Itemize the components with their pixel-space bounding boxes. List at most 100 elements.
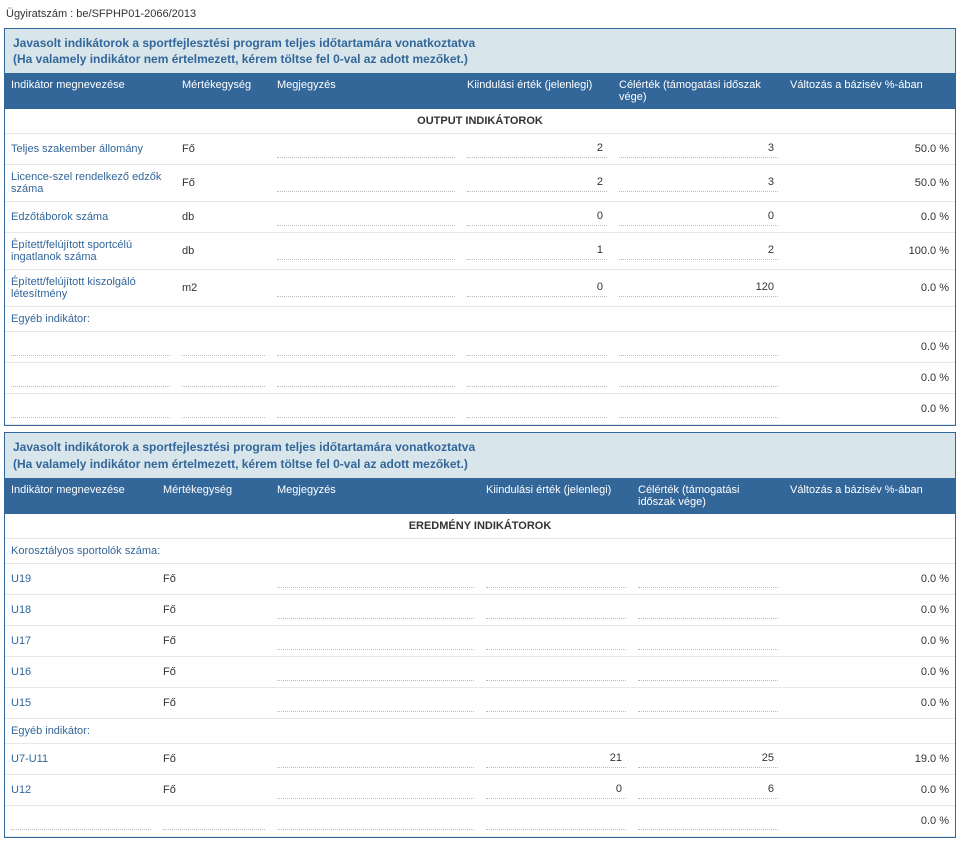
note-field[interactable] (277, 279, 455, 297)
table-row: U17Fő0.0 % (5, 625, 955, 656)
row-unit: Fő (157, 774, 271, 805)
pct-cell: 0.0 % (784, 363, 955, 394)
col-end: Célérték (támogatási időszak vége) (613, 73, 784, 109)
note-field[interactable] (277, 781, 474, 799)
output-subheader: OUTPUT INDIKÁTOROK (5, 109, 955, 134)
pct-cell: 0.0 % (784, 563, 955, 594)
row-unit: Fő (157, 563, 271, 594)
table-row: Épített/felújított kiszolgáló létesítmén… (5, 270, 955, 307)
label-field[interactable] (11, 812, 151, 830)
row-unit: Fő (157, 594, 271, 625)
pct-cell: 0.0 % (784, 687, 955, 718)
age-label: Korosztályos sportolók száma: (5, 538, 955, 563)
start-field[interactable] (486, 663, 626, 681)
note-field[interactable] (277, 663, 474, 681)
row-label: U18 (5, 594, 157, 625)
label-field[interactable] (11, 400, 170, 418)
end-field[interactable] (638, 632, 778, 650)
other-label: Egyéb indikátor: (5, 718, 955, 743)
unit-field[interactable] (182, 369, 265, 387)
pct-cell: 100.0 % (784, 233, 955, 270)
start-field[interactable]: 0 (467, 208, 607, 226)
col-indicator: Indikátor megnevezése (5, 478, 157, 514)
col-note: Megjegyzés (271, 73, 461, 109)
pct-cell: 0.0 % (784, 656, 955, 687)
end-field[interactable]: 120 (619, 279, 778, 297)
col-note: Megjegyzés (271, 478, 480, 514)
note-field[interactable] (277, 601, 474, 619)
start-field[interactable]: 0 (467, 279, 607, 297)
note-field[interactable] (277, 242, 455, 260)
start-field[interactable] (486, 601, 626, 619)
start-field[interactable]: 0 (486, 781, 626, 799)
document-number: Ügyiratszám : be/SFPHP01-2066/2013 (6, 8, 956, 20)
start-field[interactable] (486, 812, 626, 830)
section-output-indicators: Javasolt indikátorok a sportfejlesztési … (4, 28, 956, 426)
pct-cell: 0.0 % (784, 625, 955, 656)
table-row: Épített/felújított sportcélú ingatlanok … (5, 233, 955, 270)
label-field[interactable] (11, 338, 170, 356)
section-result-indicators: Javasolt indikátorok a sportfejlesztési … (4, 432, 956, 837)
start-field[interactable] (467, 338, 607, 356)
start-field[interactable]: 1 (467, 242, 607, 260)
end-field[interactable] (619, 338, 778, 356)
end-field[interactable]: 0 (619, 208, 778, 226)
end-field[interactable]: 3 (619, 174, 778, 192)
pct-cell: 0.0 % (784, 270, 955, 307)
col-end: Célérték (támogatási időszak vége) (632, 478, 784, 514)
output-table: Indikátor megnevezése Mértékegység Megje… (5, 73, 955, 425)
table-row: 0.0 % (5, 363, 955, 394)
end-field[interactable] (638, 694, 778, 712)
table-row: 0.0 % (5, 332, 955, 363)
unit-field[interactable] (182, 400, 265, 418)
note-field[interactable] (277, 694, 474, 712)
start-field[interactable] (486, 570, 626, 588)
note-field[interactable] (277, 632, 474, 650)
section2-subtitle: (Ha valamely indikátor nem értelmezett, … (13, 456, 947, 472)
note-field[interactable] (277, 369, 455, 387)
pct-cell: 19.0 % (784, 743, 955, 774)
end-field[interactable]: 3 (619, 140, 778, 158)
note-field[interactable] (277, 400, 455, 418)
end-field[interactable] (638, 663, 778, 681)
start-field[interactable]: 2 (467, 140, 607, 158)
end-field[interactable] (619, 369, 778, 387)
end-field[interactable]: 2 (619, 242, 778, 260)
table-header-row: Indikátor megnevezése Mértékegység Megje… (5, 73, 955, 109)
start-field[interactable] (486, 694, 626, 712)
table-row: 0.0 % (5, 394, 955, 425)
start-field[interactable]: 2 (467, 174, 607, 192)
note-field[interactable] (277, 812, 474, 830)
start-field[interactable] (486, 632, 626, 650)
label-field[interactable] (11, 369, 170, 387)
section2-title: Javasolt indikátorok a sportfejlesztési … (13, 439, 947, 455)
col-pct: Változás a bázisév %-ában (784, 478, 955, 514)
end-field[interactable] (638, 812, 778, 830)
table-header-row: Indikátor megnevezése Mértékegység Megje… (5, 478, 955, 514)
start-field[interactable]: 21 (486, 750, 626, 768)
pct-cell: 0.0 % (784, 332, 955, 363)
note-field[interactable] (277, 338, 455, 356)
result-subheader: EREDMÉNY INDIKÁTOROK (5, 514, 955, 539)
end-field[interactable] (638, 601, 778, 619)
unit-field[interactable] (182, 338, 265, 356)
end-field[interactable]: 6 (638, 781, 778, 799)
row-label: U15 (5, 687, 157, 718)
row-label: U7-U11 (5, 743, 157, 774)
row-label: Épített/felújított kiszolgáló létesítmén… (5, 270, 176, 307)
section2-header: Javasolt indikátorok a sportfejlesztési … (5, 433, 955, 477)
note-field[interactable] (277, 570, 474, 588)
note-field[interactable] (277, 140, 455, 158)
row-label: Licence-szel rendelkező edzők száma (5, 165, 176, 202)
end-field[interactable]: 25 (638, 750, 778, 768)
note-field[interactable] (277, 750, 474, 768)
end-field[interactable] (638, 570, 778, 588)
start-field[interactable] (467, 369, 607, 387)
end-field[interactable] (619, 400, 778, 418)
note-field[interactable] (277, 208, 455, 226)
table-row: U7-U11Fő212519.0 % (5, 743, 955, 774)
start-field[interactable] (467, 400, 607, 418)
unit-field[interactable] (163, 812, 265, 830)
note-field[interactable] (277, 174, 455, 192)
table-row: 0.0 % (5, 805, 955, 836)
